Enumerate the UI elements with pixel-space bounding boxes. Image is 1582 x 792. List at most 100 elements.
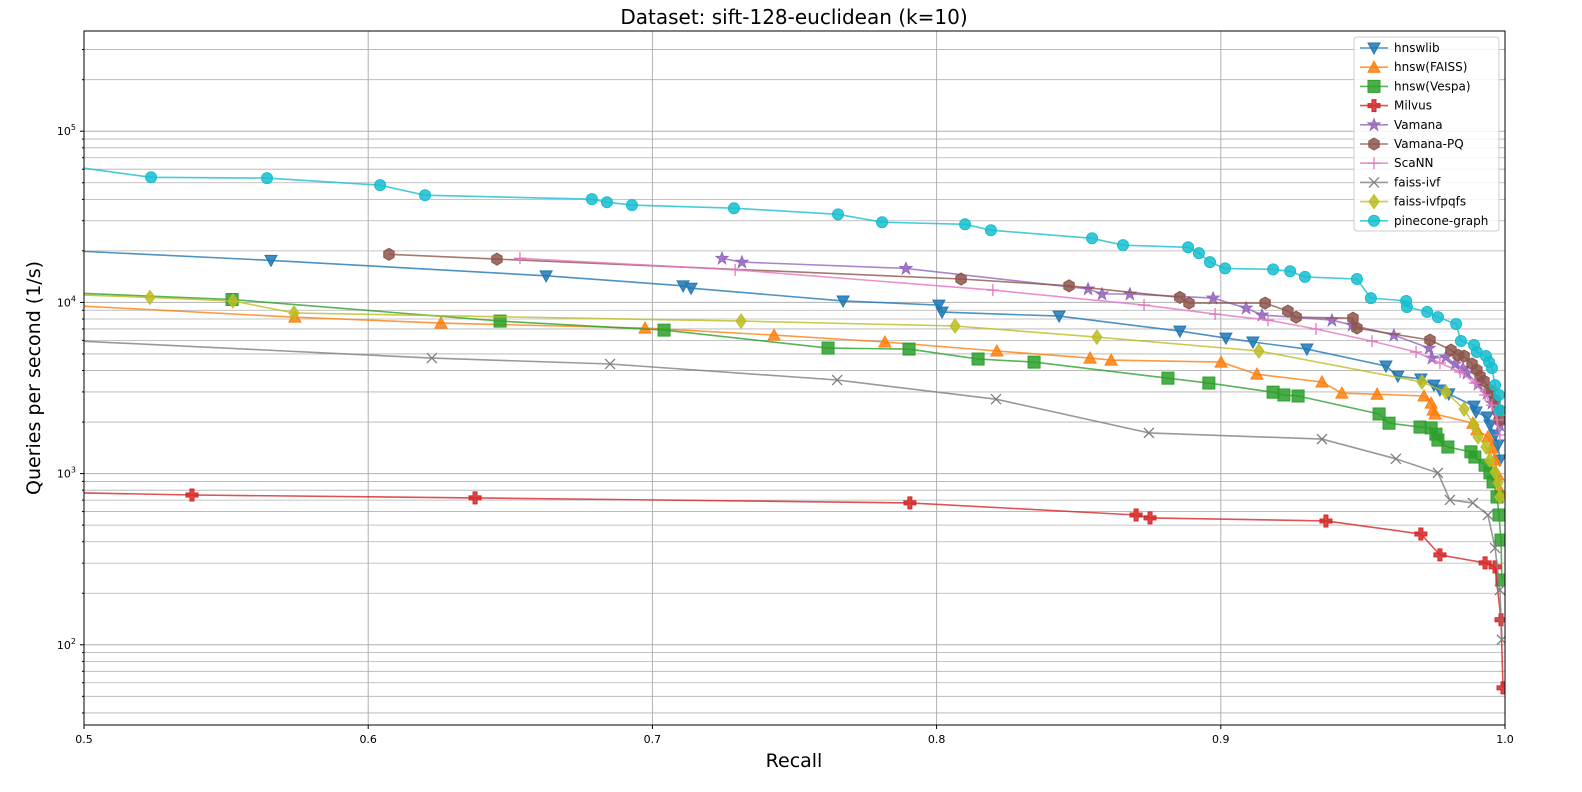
series-faiss-ivf (84, 340, 1505, 646)
plus-filled-marker (1143, 511, 1157, 525)
plus-filled-shape (903, 496, 917, 510)
circle-marker (1192, 247, 1205, 260)
legend-label: Milvus (1394, 99, 1432, 113)
hexagon-shape (1424, 333, 1436, 347)
plus-shape (1468, 377, 1481, 390)
legend-label: Vamana (1394, 118, 1443, 132)
circle-shape (1204, 256, 1217, 269)
square-shape (493, 314, 507, 328)
square-marker (1494, 533, 1505, 547)
plus-shape (1138, 299, 1151, 312)
circle-marker (1267, 263, 1280, 276)
plus-marker (1368, 157, 1380, 170)
plus-filled-marker (1433, 548, 1447, 562)
square-marker (902, 342, 916, 356)
x-shape (990, 393, 1002, 405)
star-marker (1447, 356, 1463, 371)
circle-shape (1192, 247, 1205, 260)
square-marker (1413, 420, 1427, 434)
diamond-marker (1480, 439, 1492, 455)
hexagon-marker (1174, 290, 1186, 304)
star-marker (734, 254, 750, 269)
triangle-up-shape (1083, 351, 1097, 364)
triangle-down-marker (1379, 360, 1393, 374)
circle-shape (1117, 239, 1130, 252)
circle-shape (876, 216, 889, 229)
x-marker (1368, 176, 1380, 188)
circle-shape (261, 172, 274, 185)
hexagon-shape (955, 272, 967, 286)
square-shape (1372, 407, 1386, 421)
plus-filled-marker (1414, 527, 1428, 541)
plus-filled-marker (1478, 556, 1492, 570)
triangle-down-shape (1379, 360, 1393, 374)
circle-shape (585, 193, 598, 206)
plus-filled-shape (1478, 556, 1492, 570)
triangle-down-shape (1173, 325, 1187, 339)
star-marker (1254, 307, 1270, 322)
diamond-shape (735, 313, 747, 329)
diamond-marker (1091, 329, 1103, 345)
plus-marker (1138, 299, 1151, 312)
circle-marker (585, 193, 598, 206)
series-line (84, 250, 1501, 461)
legend-item: ScaNN (1360, 156, 1434, 170)
plus-marker (1454, 366, 1467, 379)
square-marker (971, 352, 985, 366)
circle-shape (1421, 305, 1434, 318)
legend-item: pinecone-graph (1360, 214, 1488, 228)
star-shape (1238, 300, 1254, 315)
x-tick-label: 0.7 (644, 733, 662, 746)
circle-marker (984, 224, 997, 237)
hexagon-marker (955, 272, 967, 286)
circle-shape (1368, 214, 1380, 227)
legend-label: faiss-ivfpqfs (1394, 195, 1466, 209)
series-line (84, 492, 1504, 688)
diamond-shape (1494, 489, 1505, 505)
diamond-shape (227, 293, 239, 309)
hexagon-marker (1183, 296, 1195, 310)
hexagon-shape (1063, 279, 1075, 293)
square-marker (1291, 389, 1305, 403)
circle-shape (1431, 311, 1444, 324)
triangle-up-shape (1214, 355, 1228, 368)
diamond-shape (1484, 452, 1496, 468)
triangle-down-marker (1052, 310, 1066, 324)
x-shape (831, 374, 843, 386)
plus-shape (1491, 413, 1504, 426)
square-shape (1291, 389, 1305, 403)
star-shape (1447, 356, 1463, 371)
star-shape (1254, 307, 1270, 322)
triangle-down-shape (1219, 332, 1233, 346)
x-marker (1494, 584, 1505, 596)
hexagon-marker (1478, 374, 1490, 388)
square-marker (1027, 355, 1041, 369)
square-marker (1441, 440, 1455, 454)
star-shape (1094, 286, 1110, 301)
hexagon-marker (1063, 279, 1075, 293)
circle-marker (1400, 301, 1413, 314)
hexagon-shape (1478, 374, 1490, 388)
circle-shape (625, 199, 638, 212)
square-marker (1161, 371, 1175, 385)
legend-item: Vamana (1360, 117, 1443, 132)
circle-marker (1298, 270, 1311, 283)
diamond-marker (1489, 464, 1501, 480)
circle-marker (727, 202, 740, 215)
plus-filled-shape (185, 488, 199, 502)
plus-filled-shape (1367, 99, 1381, 113)
x-marker (1496, 634, 1505, 646)
star-shape (1366, 117, 1382, 132)
x-marker (1482, 509, 1494, 521)
plus-filled-marker (468, 491, 482, 505)
triangle-down-shape (1052, 310, 1066, 324)
triangle-down-marker (1480, 411, 1494, 425)
square-shape (1202, 376, 1216, 390)
triangle-down-marker (684, 282, 698, 296)
legend-label: hnswlib (1394, 41, 1440, 55)
plus-shape (1433, 356, 1446, 369)
hexagon-shape (1290, 310, 1302, 324)
plus-filled-marker (1367, 99, 1381, 113)
square-marker (1202, 376, 1216, 390)
